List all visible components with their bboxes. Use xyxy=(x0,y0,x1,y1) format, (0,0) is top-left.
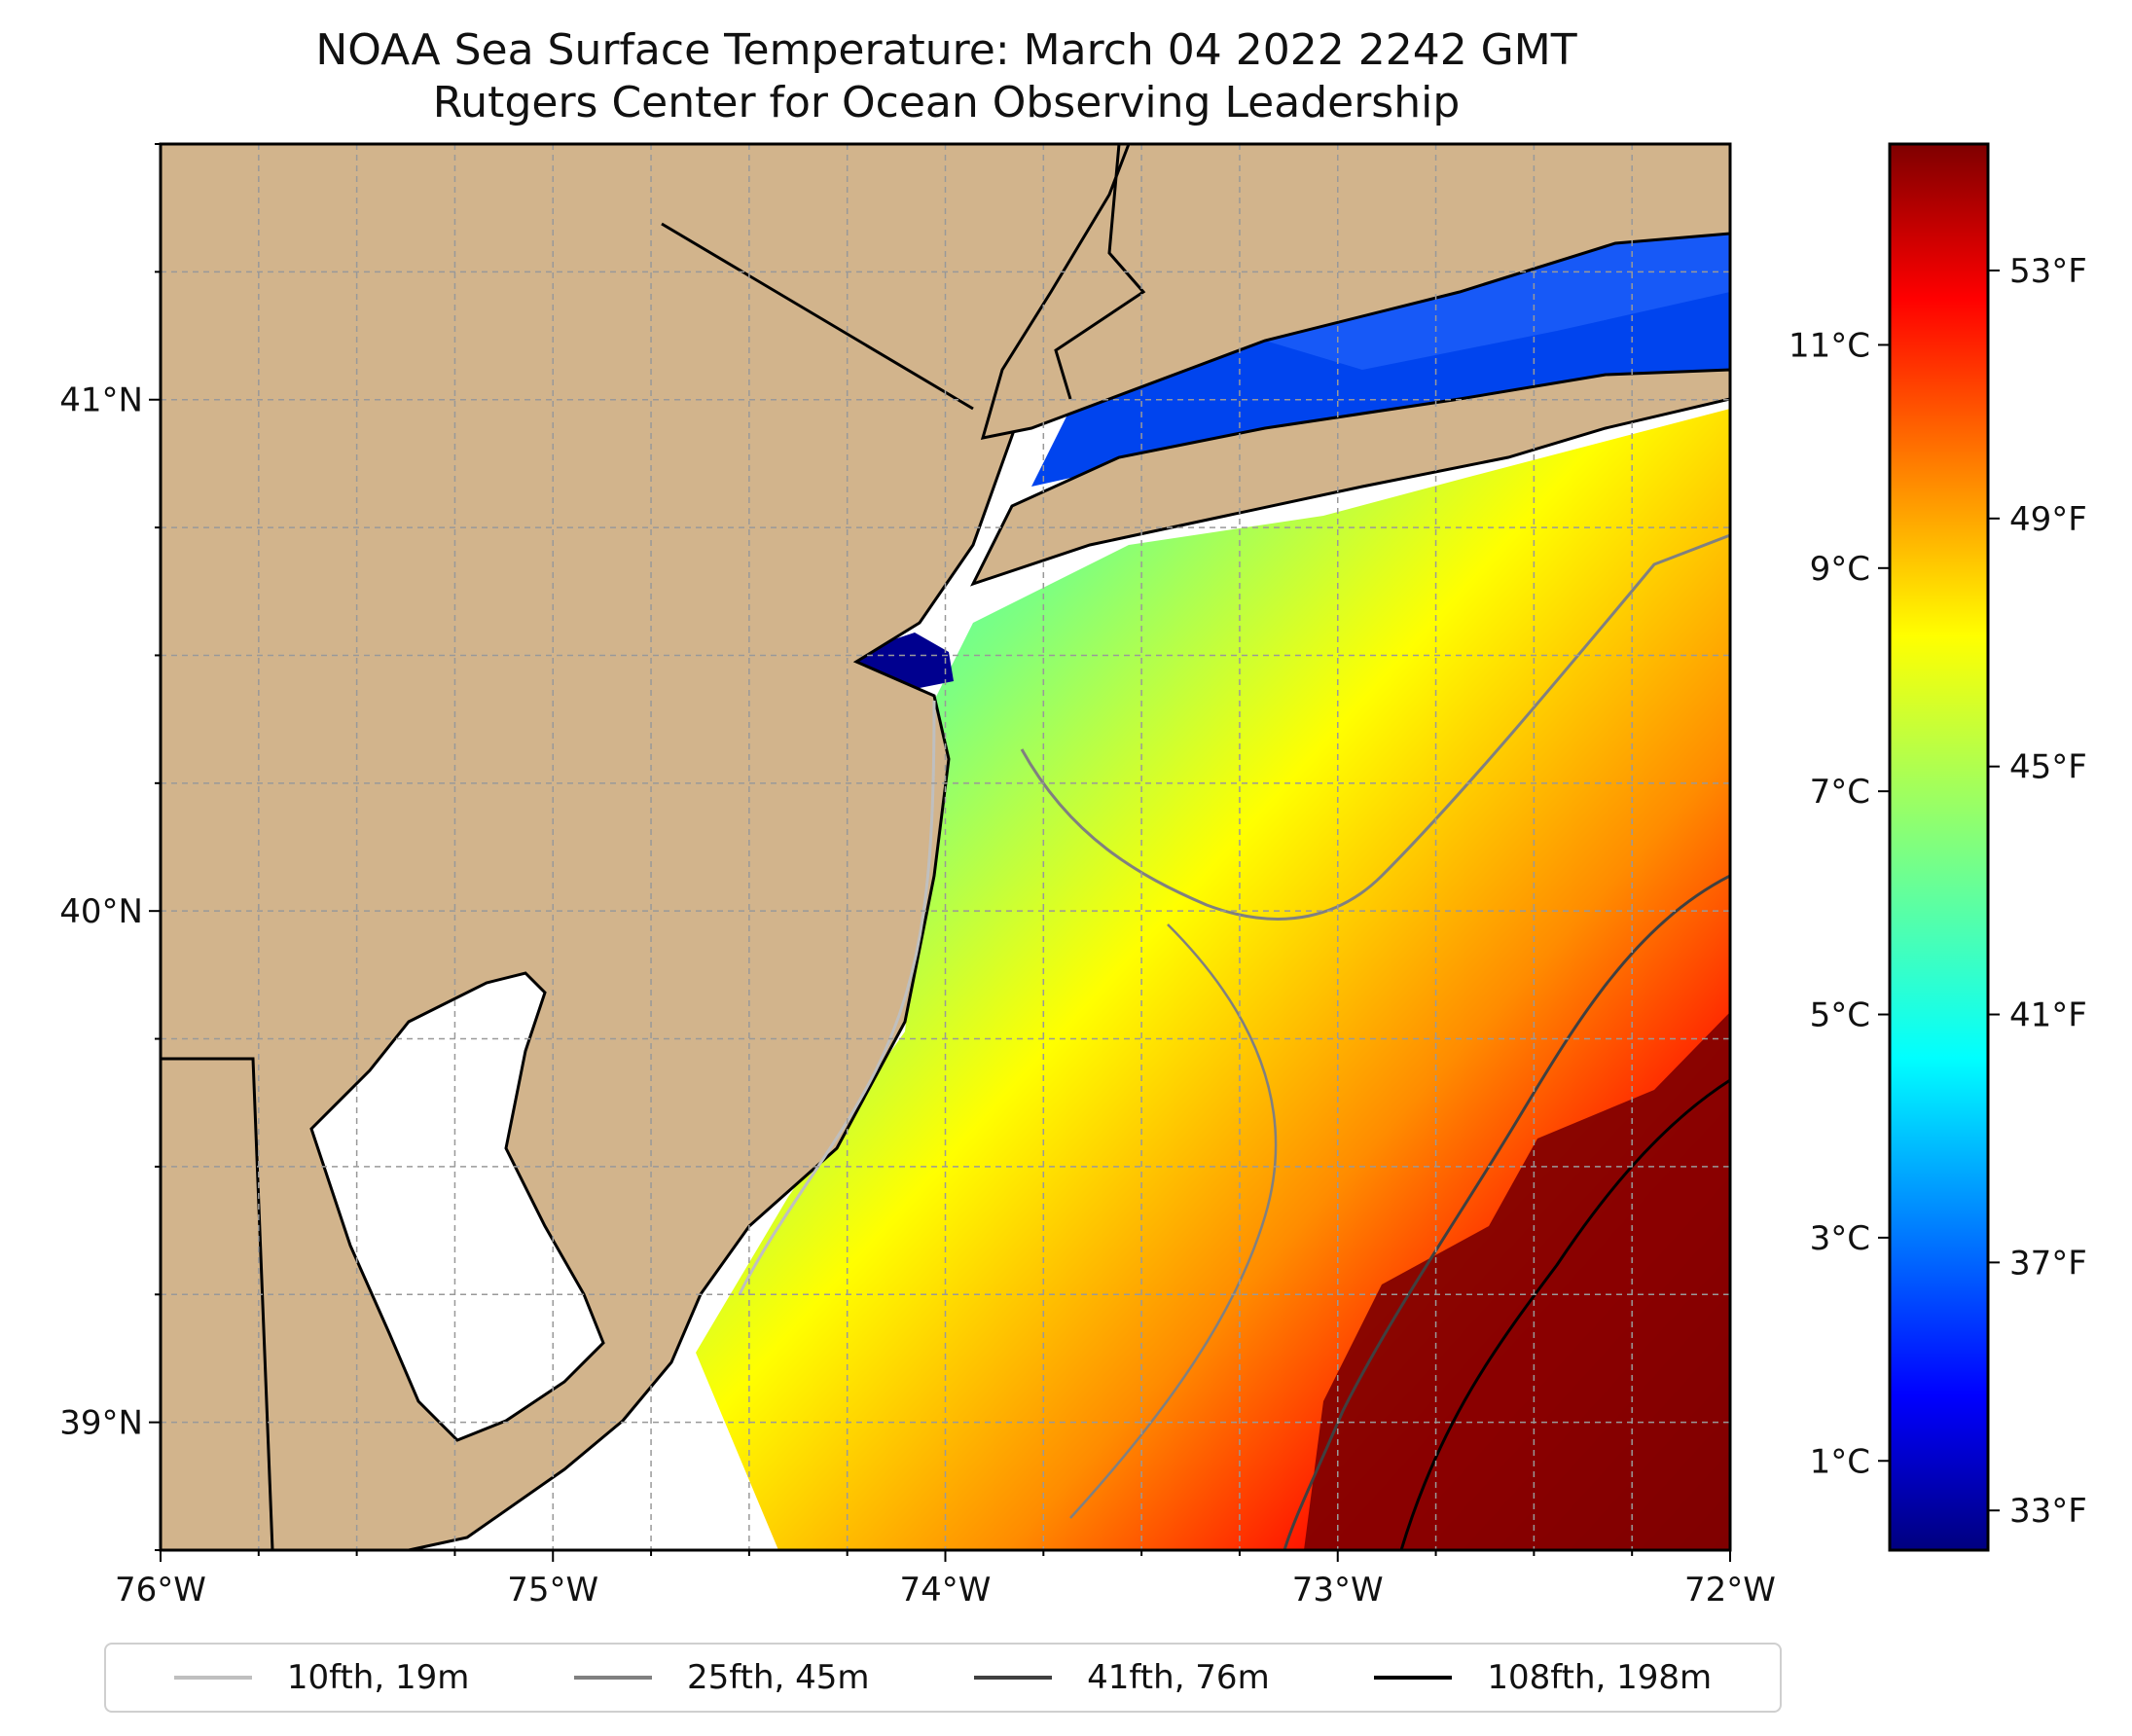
isobath-76m xyxy=(1283,874,1730,1550)
legend-line-swatch xyxy=(574,1676,652,1680)
legend-line-swatch xyxy=(173,1676,252,1680)
isobath-45m-offshore xyxy=(1069,923,1278,1519)
x-tick-label: 76°W xyxy=(115,1571,206,1609)
legend-line-swatch xyxy=(1374,1676,1453,1680)
legend-entry: 108fth, 198m xyxy=(1374,1658,1712,1697)
legend-label: 10fth, 19m xyxy=(286,1658,470,1697)
x-tick-label: 72°W xyxy=(1684,1571,1776,1609)
x-tick-label: 75°W xyxy=(507,1571,598,1609)
land-long-island xyxy=(970,368,1730,587)
legend-entry: 41fth, 76m xyxy=(974,1658,1270,1697)
colorbar-fahrenheit-label: 41°F xyxy=(2009,996,2087,1035)
isobath-19m xyxy=(738,700,936,1295)
colorbar-fahrenheit-label: 37°F xyxy=(2009,1244,2087,1283)
gulf-stream-warm-core xyxy=(1304,1012,1730,1550)
delaware-bay xyxy=(309,971,605,1442)
colorbar-celsius-label: 3°C xyxy=(1810,1219,1870,1258)
colorbar-celsius-label: 11°C xyxy=(1789,326,1870,365)
sst-map: 76°W 75°W 74°W 73°W 72°W 41°N 40°N 39°N 1°C 3°C… xyxy=(59,142,2087,1609)
legend-line-swatch xyxy=(974,1676,1053,1680)
colorbar-celsius-label: 7°C xyxy=(1810,773,1870,812)
long-island-sound-mid-water xyxy=(1265,234,1730,370)
colorbar-fahrenheit-label: 49°F xyxy=(2009,500,2087,539)
chart-subtitle: Rutgers Center for Ocean Observing Leade… xyxy=(432,78,1461,127)
colorbar-celsius-ticks: 1°C 3°C 5°C 7°C 9°C 11°C xyxy=(1789,326,1890,1481)
chart-title: NOAA Sea Surface Temperature: March 04 2… xyxy=(315,25,1577,75)
y-tick-label: 40°N xyxy=(59,892,143,931)
y-tick-label: 39°N xyxy=(59,1404,143,1443)
colorbar-celsius-label: 9°C xyxy=(1810,550,1870,589)
legend-entry: 25fth, 45m xyxy=(574,1658,870,1697)
legend-label: 108fth, 198m xyxy=(1487,1658,1713,1697)
y-axis: 41°N 40°N 39°N xyxy=(59,143,161,1551)
isobath-198m xyxy=(1399,1078,1730,1550)
legend-entry: 10fth, 19m xyxy=(173,1658,470,1697)
colorbar-celsius-label: 1°C xyxy=(1810,1442,1870,1481)
y-tick-label: 41°N xyxy=(59,381,143,420)
colorbar-fahrenheit-label: 45°F xyxy=(2009,748,2087,787)
legend-label: 25fth, 45m xyxy=(687,1658,870,1697)
state-border-de-md xyxy=(161,1057,274,1550)
colorbar-fahrenheit-label: 53°F xyxy=(2009,252,2087,291)
colorbar-celsius-label: 5°C xyxy=(1810,996,1870,1035)
x-tick-label: 74°W xyxy=(900,1571,992,1609)
x-axis: 76°W 75°W 74°W 73°W 72°W xyxy=(115,1550,1776,1609)
colorbar xyxy=(1888,142,1990,1552)
legend-label: 41fth, 76m xyxy=(1087,1658,1270,1697)
state-border-ny-nj xyxy=(661,222,974,411)
isobath-45m xyxy=(1020,533,1730,921)
state-border-ny-ct xyxy=(1054,144,1146,400)
isobath-legend: 10fth, 19m 25fth, 45m 41fth, 76m 108fth, 19… xyxy=(104,1643,1782,1713)
colorbar-fahrenheit-label: 33°F xyxy=(2009,1492,2087,1531)
land-connecticut-new-york xyxy=(980,144,1730,440)
x-tick-label: 73°W xyxy=(1292,1571,1384,1609)
colorbar-fahrenheit-ticks: 33°F 37°F 41°F 45°F 49°F 53°F xyxy=(1988,252,2087,1531)
map-gridlines xyxy=(161,144,1730,1550)
